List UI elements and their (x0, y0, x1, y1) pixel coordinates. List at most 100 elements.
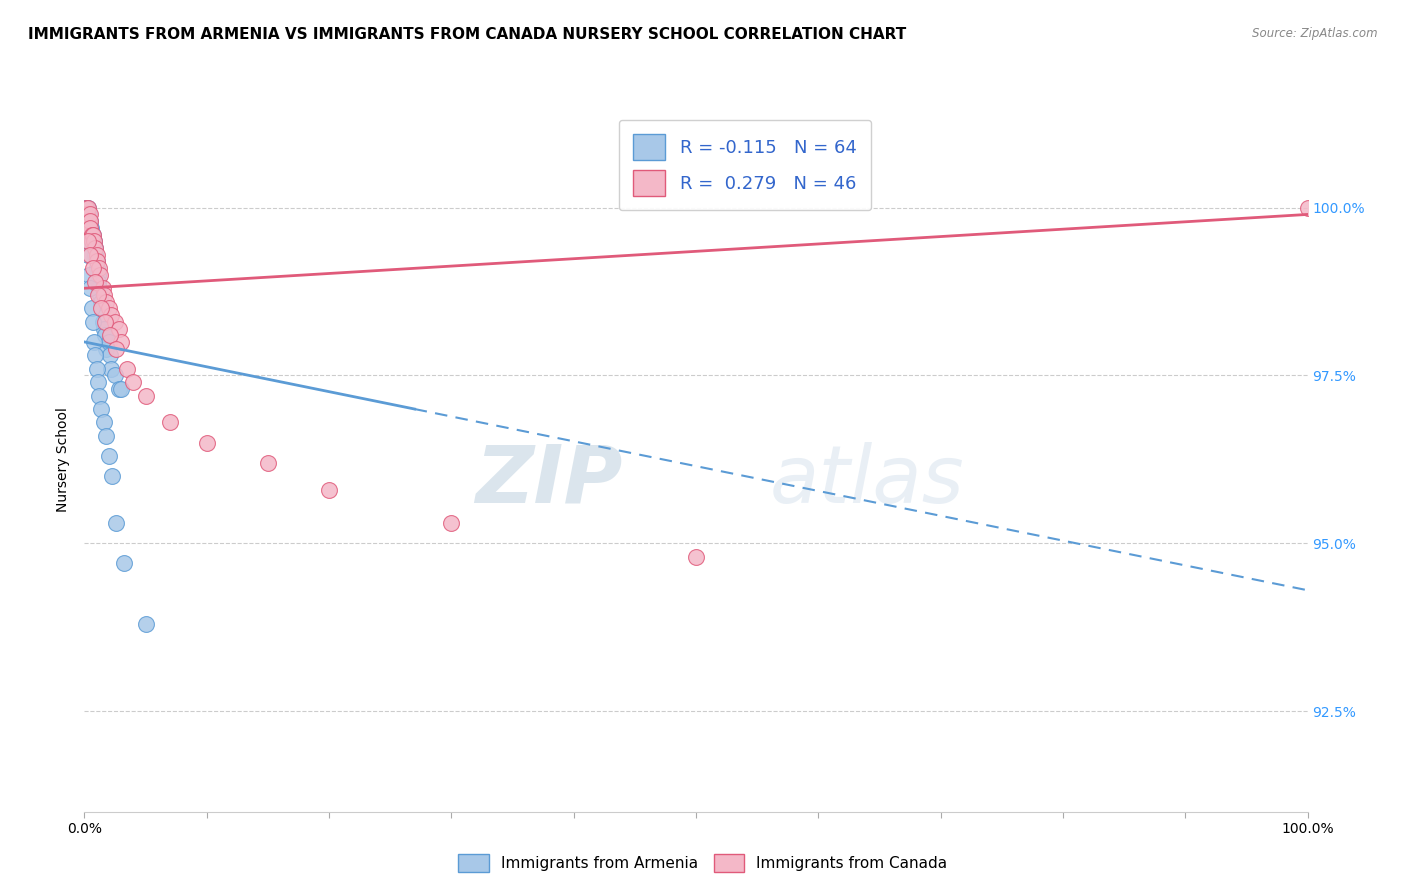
Point (80, 234, 103, 248)
Point (98, 328, 121, 343)
Point (79, 227, 101, 242)
Point (76, 207, 98, 221)
Point (83, 234, 105, 248)
Point (79, 214, 101, 228)
Point (82, 234, 104, 248)
Point (76, 234, 98, 248)
Point (115, 361, 138, 376)
Point (685, 549, 707, 564)
Point (97, 449, 120, 463)
Point (76, 207, 98, 221)
Point (75, 207, 97, 221)
Point (83, 241, 105, 255)
Point (77, 214, 100, 228)
Point (79, 281, 101, 295)
Point (94, 315, 117, 329)
Point (96, 294, 118, 309)
Point (94, 328, 117, 343)
Point (82, 315, 104, 329)
Point (79, 220, 101, 235)
Point (82, 234, 104, 248)
Point (77, 214, 100, 228)
Point (77, 207, 100, 221)
Point (83, 234, 105, 248)
Point (87, 281, 110, 295)
Point (76, 214, 98, 228)
Point (90, 402, 112, 417)
Point (82, 227, 104, 242)
Point (75, 201, 97, 215)
Legend: R = -0.115   N = 64, R =  0.279   N = 46: R = -0.115 N = 64, R = 0.279 N = 46 (619, 120, 872, 211)
Point (122, 375, 145, 389)
Point (82, 261, 104, 276)
Point (135, 389, 157, 403)
Point (87, 375, 110, 389)
Point (86, 254, 108, 268)
Point (87, 275, 110, 289)
Point (101, 469, 124, 483)
Point (86, 254, 108, 268)
Point (80, 234, 103, 248)
Point (104, 368, 127, 383)
Point (110, 382, 132, 396)
Point (104, 315, 127, 329)
Point (79, 207, 101, 221)
Point (87, 268, 110, 282)
Point (97, 334, 120, 349)
Point (100, 308, 122, 322)
Point (87, 389, 110, 403)
Point (77, 234, 100, 248)
Point (80, 301, 103, 316)
Point (79, 220, 101, 235)
Point (84, 275, 107, 289)
Point (87, 288, 110, 302)
Point (100, 361, 122, 376)
Point (87, 261, 110, 276)
Point (105, 516, 128, 530)
Point (75, 201, 97, 215)
Point (257, 456, 280, 470)
Point (76, 201, 98, 215)
Point (89, 288, 111, 302)
Point (83, 334, 105, 349)
Point (80, 227, 103, 242)
Point (77, 201, 100, 215)
Point (84, 248, 107, 262)
Text: Source: ZipAtlas.com: Source: ZipAtlas.com (1253, 27, 1378, 40)
Point (107, 382, 129, 396)
Point (91, 301, 114, 316)
Point (77, 207, 100, 221)
Point (97, 301, 120, 316)
Text: IMMIGRANTS FROM ARMENIA VS IMMIGRANTS FROM CANADA NURSERY SCHOOL CORRELATION CHA: IMMIGRANTS FROM ARMENIA VS IMMIGRANTS FR… (28, 27, 907, 42)
Y-axis label: Nursery School: Nursery School (56, 407, 70, 512)
Point (91, 281, 114, 295)
Point (79, 214, 101, 228)
Point (195, 435, 218, 450)
Point (93, 416, 115, 430)
Point (107, 321, 129, 335)
Point (84, 348, 107, 362)
Point (77, 220, 100, 235)
Point (77, 201, 100, 215)
Point (91, 315, 114, 329)
Point (80, 227, 103, 242)
Point (86, 248, 108, 262)
Point (110, 334, 132, 349)
Point (135, 616, 157, 631)
Point (1296, 201, 1319, 215)
Point (90, 294, 112, 309)
Point (80, 220, 103, 235)
Legend: Immigrants from Armenia, Immigrants from Canada: Immigrants from Armenia, Immigrants from… (451, 846, 955, 880)
Text: ZIP: ZIP (475, 442, 623, 519)
Point (84, 241, 107, 255)
Point (440, 516, 463, 530)
Point (75, 201, 97, 215)
Point (77, 268, 100, 282)
Text: atlas: atlas (769, 442, 965, 519)
Point (98, 348, 121, 362)
Point (93, 288, 115, 302)
Point (84, 241, 107, 255)
Point (86, 361, 108, 376)
Point (96, 429, 118, 443)
Point (86, 261, 108, 276)
